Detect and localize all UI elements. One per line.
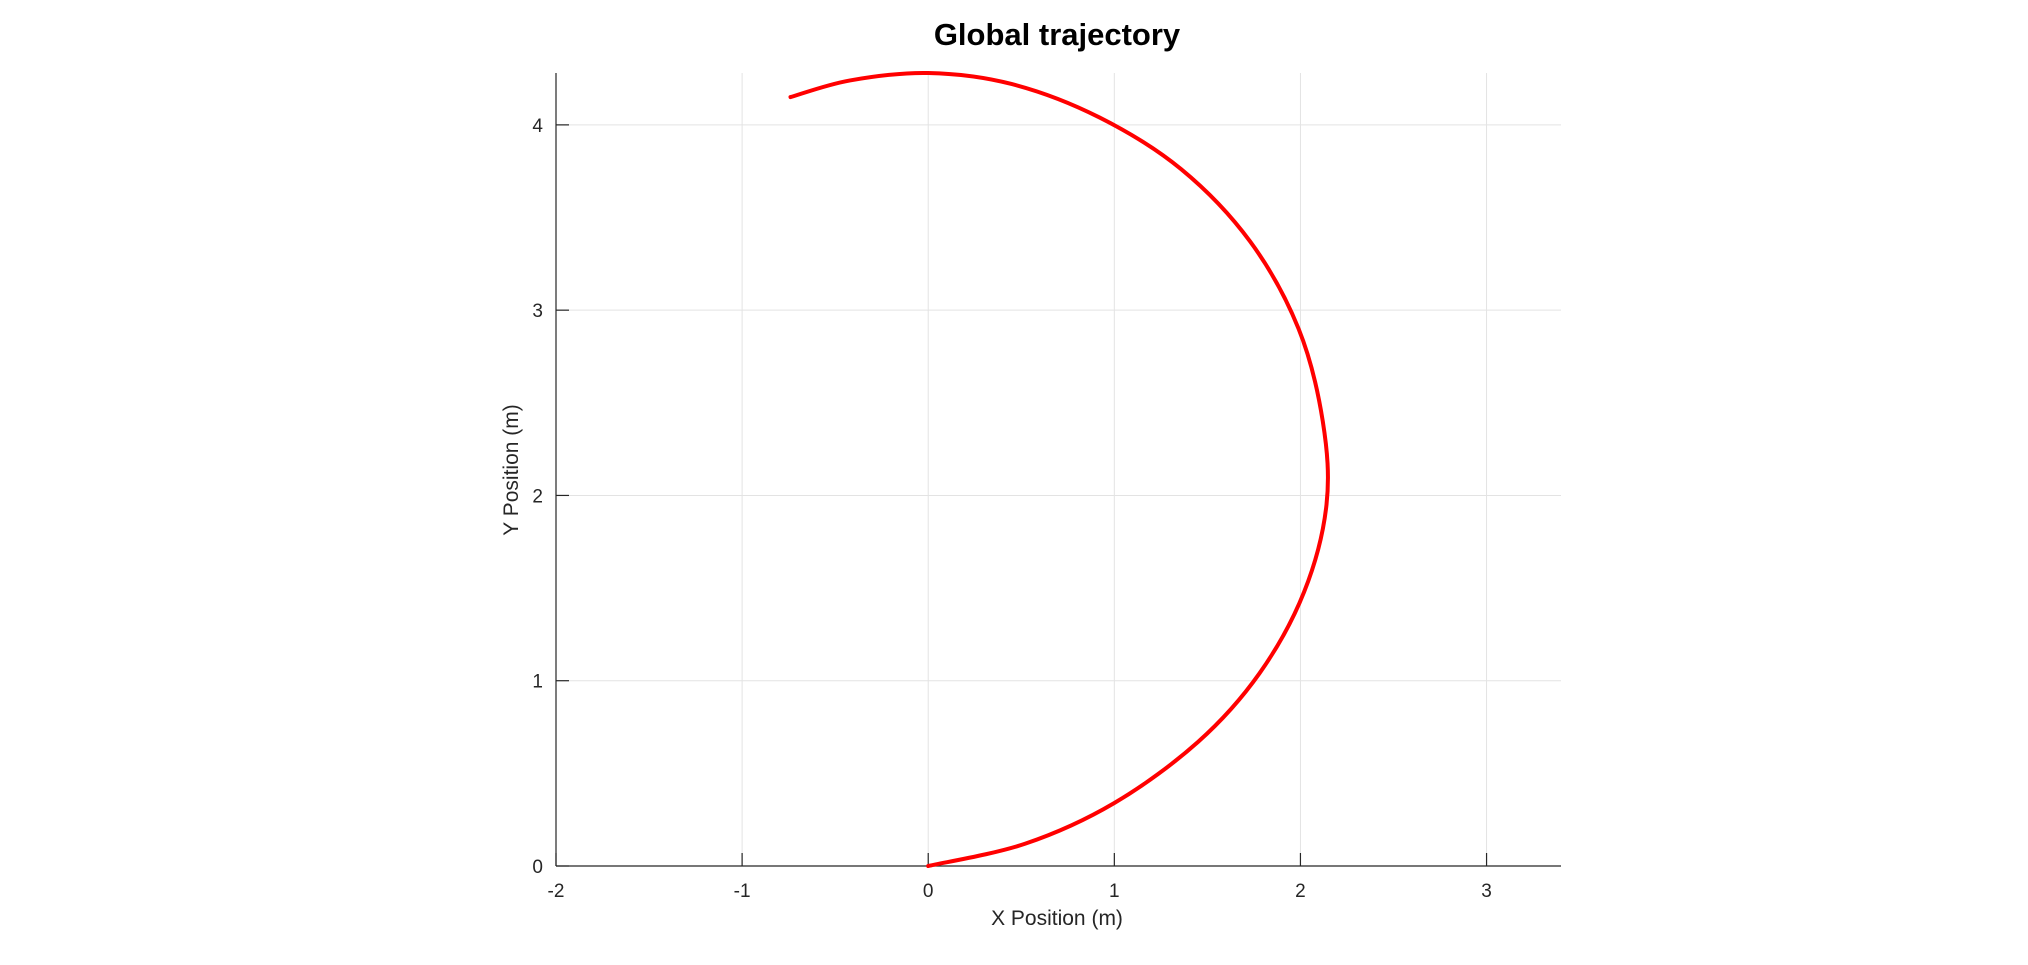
y-tick-label: 1 (532, 672, 543, 693)
chart-title: Global trajectory (934, 17, 1181, 52)
grid (555, 73, 1561, 867)
x-tick-label: 1 (1109, 881, 1120, 902)
ticks: -2 -1 0 1 2 3 0 1 2 3 4 (532, 116, 1491, 902)
series (788, 70, 1330, 868)
y-axis-title: Y Position (m) (500, 404, 523, 536)
y-tick-label: 4 (532, 116, 543, 137)
x-tick-label: 3 (1481, 881, 1492, 902)
x-tick-label: 2 (1295, 881, 1306, 902)
y-tick-label: 2 (532, 486, 543, 507)
y-tick-label: 0 (532, 857, 543, 878)
x-axis-title: X Position (m) (991, 907, 1123, 930)
y-tick-label: 3 (532, 301, 543, 322)
x-tick-label: -1 (734, 881, 751, 902)
axes (555, 73, 1561, 867)
trajectory-line (788, 70, 1330, 868)
x-tick-label: 0 (923, 881, 934, 902)
x-tick-label: -2 (548, 881, 565, 902)
